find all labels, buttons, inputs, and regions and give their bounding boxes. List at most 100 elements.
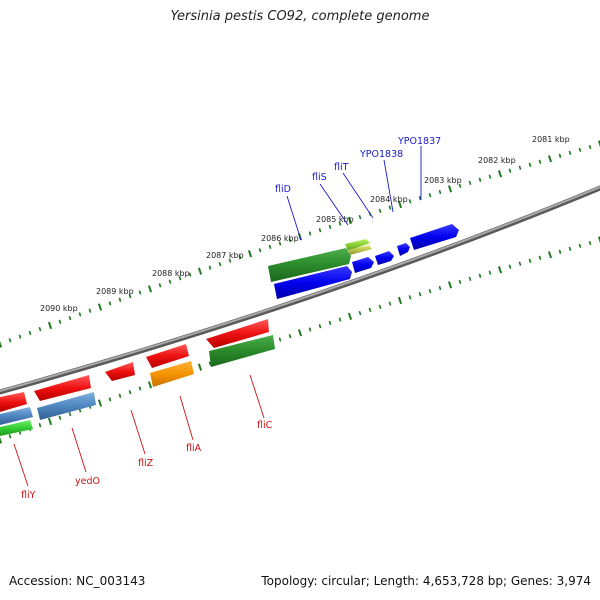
- minor-tick: [408, 199, 412, 204]
- reverse-feature-steel-2[interactable]: [0, 407, 33, 425]
- major-tick: [397, 200, 403, 209]
- accession-text: Accession: NC_003143: [9, 574, 146, 588]
- minor-tick: [368, 307, 372, 313]
- minor-tick: [58, 319, 62, 324]
- minor-tick: [8, 434, 12, 439]
- minor-tick: [268, 244, 272, 250]
- minor-tick: [378, 208, 382, 213]
- scale-label: 2085 kbp: [316, 215, 354, 224]
- fliA-feature[interactable]: [150, 361, 194, 387]
- fliT-feature[interactable]: [348, 245, 372, 255]
- fliC-feature[interactable]: [206, 319, 269, 348]
- genome-backbone-highlight: [0, 186, 600, 392]
- fliD-feature[interactable]: [268, 248, 351, 282]
- reverse-feature-steel[interactable]: [37, 392, 96, 420]
- gene-label-fliC[interactable]: fliC: [257, 420, 273, 431]
- minor-tick: [518, 165, 522, 170]
- minor-tick: [128, 293, 132, 299]
- reverse-feature-bright-green[interactable]: [0, 420, 33, 436]
- scale-label: 2088 kbp: [152, 269, 190, 278]
- gene-label-yedO[interactable]: yedO: [75, 476, 100, 487]
- minor-tick: [468, 180, 472, 185]
- major-tick: [97, 303, 103, 311]
- minor-tick: [138, 386, 142, 391]
- scale-label: 2090 kbp: [40, 304, 78, 313]
- minor-tick: [528, 162, 532, 167]
- minor-tick: [508, 264, 512, 269]
- minor-tick: [568, 246, 572, 252]
- gene-label-fliA[interactable]: fliA: [186, 443, 202, 454]
- major-tick: [497, 266, 503, 274]
- minor-tick: [208, 265, 212, 270]
- minor-tick: [388, 205, 392, 210]
- yedO-feature[interactable]: [34, 375, 91, 401]
- reverse-feature-green[interactable]: [209, 335, 275, 367]
- gene-label-fliD[interactable]: fliD: [275, 184, 291, 195]
- minor-tick: [528, 258, 532, 263]
- major-tick: [447, 185, 453, 193]
- minor-tick: [488, 270, 492, 275]
- fliZ-feature[interactable]: [105, 362, 135, 381]
- label-leader: [130, 409, 146, 455]
- minor-tick: [108, 397, 112, 402]
- minor-tick: [558, 153, 562, 158]
- scale-label: 2087 kbp: [206, 251, 244, 260]
- minor-tick: [388, 301, 392, 306]
- major-tick: [247, 250, 253, 258]
- minor-tick: [158, 283, 162, 288]
- major-tick: [147, 381, 153, 389]
- gene-label-YPO1837[interactable]: YPO1837: [397, 136, 441, 147]
- forward-feature-blue-3[interactable]: [397, 243, 410, 256]
- minor-tick: [468, 276, 472, 281]
- minor-tick: [328, 224, 332, 230]
- minor-tick: [418, 196, 422, 201]
- forward-feature-blue-2[interactable]: [352, 257, 374, 273]
- major-tick: [0, 340, 3, 348]
- minor-tick: [318, 324, 322, 329]
- major-tick: [547, 155, 553, 163]
- minor-tick: [538, 255, 542, 260]
- scale-label: 2089 kbp: [96, 287, 134, 296]
- major-tick: [347, 312, 353, 321]
- minor-tick: [538, 159, 542, 164]
- minor-tick: [18, 334, 22, 339]
- YPO1837-feature[interactable]: [410, 224, 459, 250]
- major-tick: [47, 321, 53, 330]
- minor-tick: [488, 174, 492, 179]
- minor-tick: [358, 215, 362, 220]
- fliS-feature[interactable]: [345, 239, 370, 251]
- minor-tick: [8, 338, 12, 343]
- forward-feature-blue-1[interactable]: [274, 266, 352, 299]
- minor-tick: [108, 301, 112, 306]
- reverse-feature-red-2[interactable]: [146, 344, 189, 368]
- minor-tick: [168, 279, 172, 284]
- minor-tick: [68, 315, 72, 321]
- major-tick: [97, 399, 103, 407]
- fliY-feature[interactable]: [0, 392, 27, 412]
- map-title: Yersinia pestis CO92, complete genome: [170, 9, 430, 24]
- gene-label-fliZ[interactable]: fliZ: [138, 458, 154, 469]
- minor-tick: [128, 389, 132, 395]
- scale-label: 2081 kbp: [532, 135, 570, 144]
- gene-label-fliY[interactable]: fliY: [21, 490, 36, 501]
- gene-label-YPO1838[interactable]: YPO1838: [359, 149, 403, 160]
- minor-tick: [28, 330, 32, 336]
- minor-tick: [588, 240, 592, 246]
- minor-tick: [478, 177, 482, 182]
- gene-label-fliS[interactable]: fliS: [312, 172, 327, 183]
- minor-tick: [188, 272, 192, 277]
- label-leader: [286, 195, 302, 241]
- major-tick: [197, 267, 203, 275]
- YPO1838-feature[interactable]: [375, 251, 394, 265]
- gene-label-fliT[interactable]: fliT: [334, 162, 349, 173]
- label-leader: [342, 172, 374, 219]
- minor-tick: [588, 144, 592, 150]
- minor-tick: [318, 228, 322, 233]
- forward-gene-labels: fliD fliS fliT YPO1838 YPO1837: [275, 136, 441, 241]
- minor-tick: [338, 221, 342, 226]
- scale-label: 2086 kbp: [261, 234, 299, 243]
- major-tick: [447, 281, 453, 289]
- major-tick: [47, 417, 53, 426]
- minor-tick: [518, 261, 522, 266]
